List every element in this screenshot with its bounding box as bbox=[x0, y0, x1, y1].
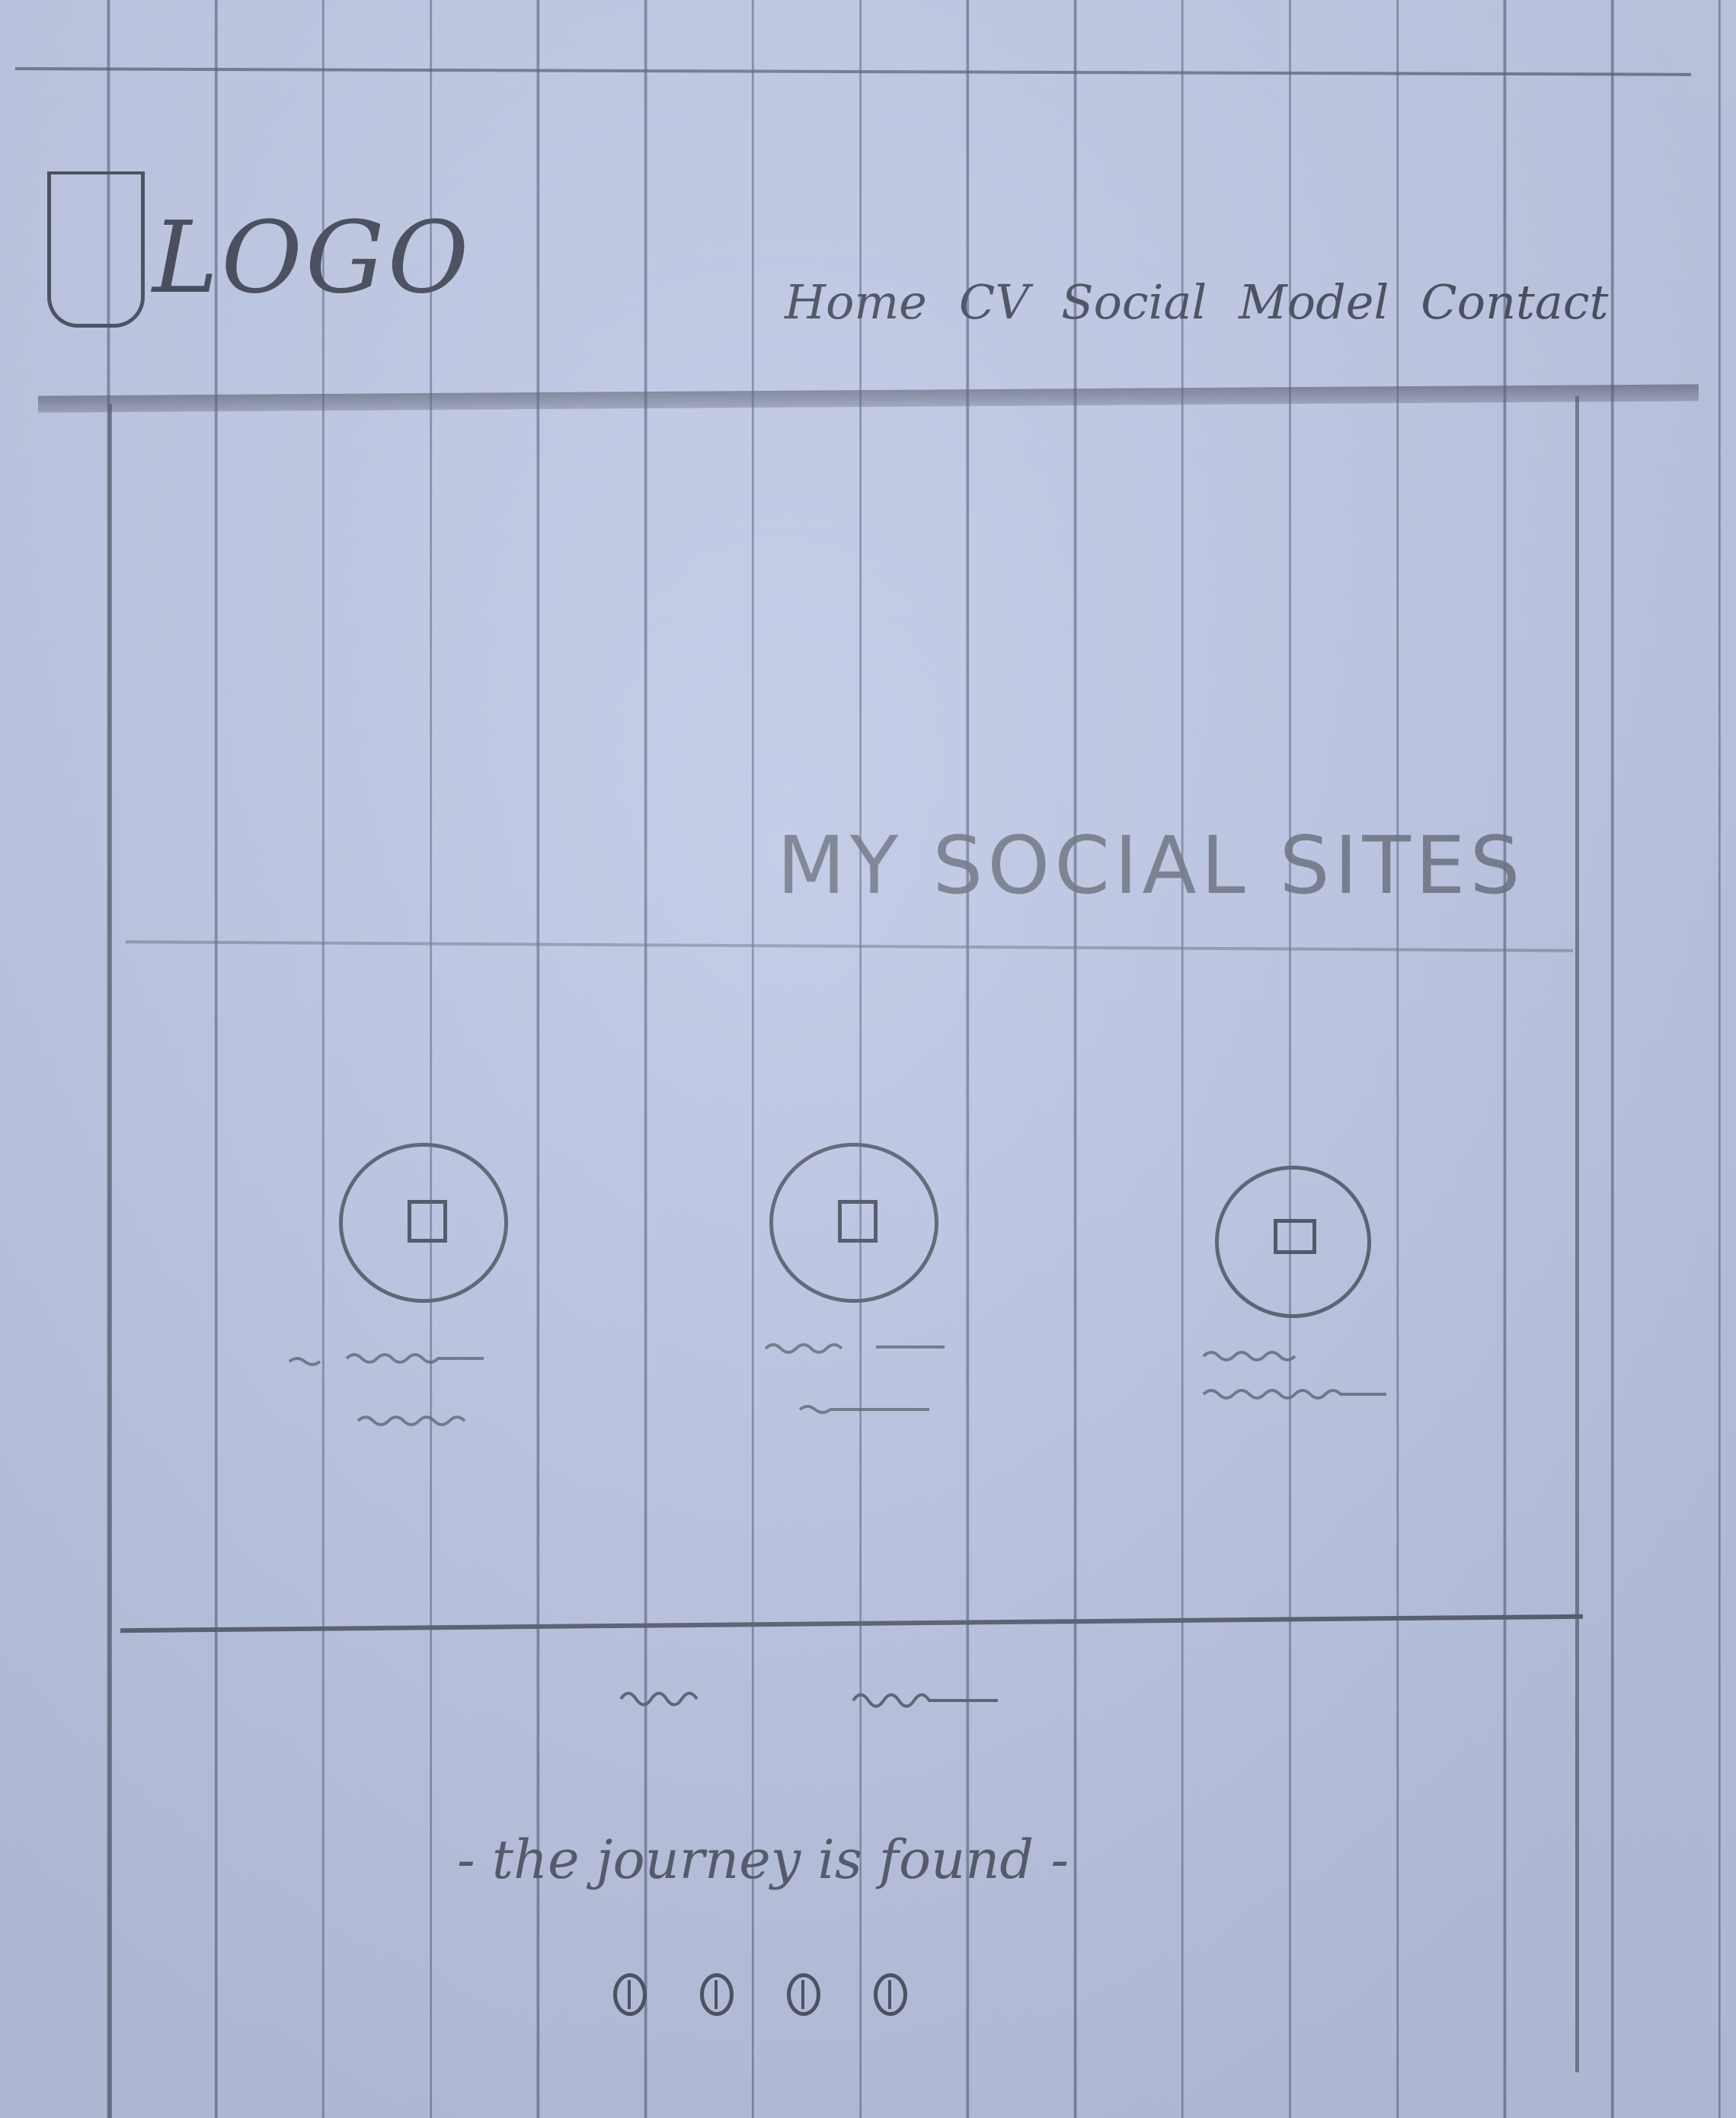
social-circle-icon[interactable] bbox=[613, 1973, 647, 2016]
card-text-line bbox=[1202, 1351, 1296, 1361]
nav-contact[interactable]: Contact bbox=[1421, 274, 1609, 330]
social-card[interactable] bbox=[288, 1143, 567, 1463]
social-card[interactable] bbox=[1169, 1166, 1443, 1486]
section-title: MY SOCIAL SITES bbox=[777, 819, 1525, 912]
image-placeholder-icon bbox=[408, 1200, 447, 1243]
main-nav: Home CV Social Model Contact bbox=[785, 274, 1609, 330]
card-text-line bbox=[1202, 1389, 1386, 1400]
card-text-line bbox=[798, 1405, 929, 1414]
image-placeholder-icon bbox=[1274, 1219, 1316, 1254]
card-text-line bbox=[356, 1416, 466, 1426]
social-avatar-circle[interactable] bbox=[1215, 1166, 1371, 1318]
image-placeholder-icon bbox=[838, 1200, 878, 1243]
social-circle-icon[interactable] bbox=[874, 1973, 907, 2016]
social-circle-icon[interactable] bbox=[700, 1973, 734, 2016]
footer-text-line bbox=[619, 1691, 998, 1708]
social-card[interactable] bbox=[724, 1143, 998, 1463]
nav-social[interactable]: Social bbox=[1061, 274, 1207, 330]
nav-model[interactable]: Model bbox=[1239, 274, 1389, 330]
footer-tagline: - the journey is found - bbox=[457, 1828, 1069, 1891]
social-circle-icon[interactable] bbox=[787, 1973, 820, 2016]
social-avatar-circle[interactable] bbox=[339, 1143, 508, 1303]
social-icons-row bbox=[613, 1973, 907, 2016]
card-text-line bbox=[288, 1353, 484, 1366]
left-frame-line bbox=[108, 404, 112, 2118]
social-avatar-circle[interactable] bbox=[769, 1143, 938, 1303]
right-frame-line bbox=[1575, 396, 1579, 2072]
card-text-line bbox=[764, 1343, 945, 1354]
logo-icon[interactable] bbox=[47, 171, 145, 328]
nav-home[interactable]: Home bbox=[785, 274, 927, 330]
logo-text[interactable]: LOGO bbox=[152, 200, 472, 315]
nav-cv[interactable]: CV bbox=[958, 274, 1030, 330]
